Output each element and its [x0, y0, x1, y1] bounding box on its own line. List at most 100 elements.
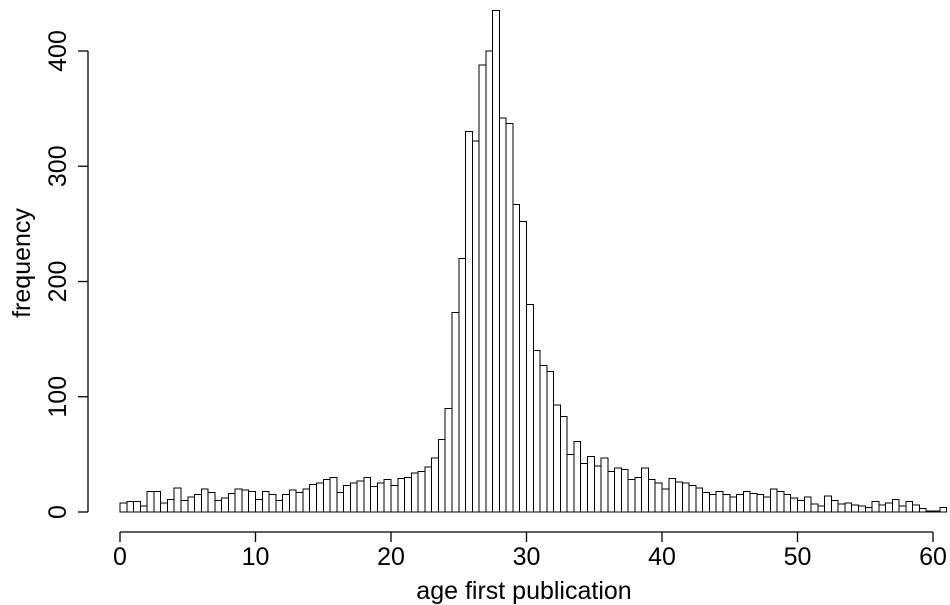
histogram-bar — [214, 499, 223, 513]
histogram-bar — [261, 490, 270, 513]
histogram-bar — [620, 468, 629, 513]
histogram-bar — [465, 131, 473, 513]
histogram-bar — [119, 502, 128, 513]
histogram-bar — [844, 502, 853, 513]
histogram-bar — [194, 494, 202, 513]
histogram-bar — [336, 491, 345, 513]
histogram-bar — [498, 117, 507, 513]
x-tick-label: 60 — [919, 543, 947, 571]
histogram-bar — [769, 488, 778, 513]
histogram-bar — [675, 481, 683, 513]
histogram-bar — [255, 498, 263, 513]
histogram-bar — [288, 489, 297, 513]
x-tick-label: 30 — [513, 543, 541, 571]
histogram-bar — [939, 506, 948, 513]
histogram-bar — [302, 488, 311, 513]
histogram-bar — [200, 488, 209, 513]
y-tick-label: 200 — [44, 261, 72, 303]
histogram-bar — [376, 482, 385, 513]
histogram-bar — [891, 498, 900, 513]
histogram-bar — [871, 501, 880, 513]
histogram-bar — [559, 415, 568, 513]
histogram-bar — [166, 498, 175, 513]
histogram-bar — [282, 494, 290, 513]
histogram-bar — [146, 490, 155, 513]
histogram-bar — [478, 64, 487, 513]
histogram-bar — [654, 482, 663, 513]
histogram-bar — [593, 465, 602, 513]
histogram-bar — [370, 486, 378, 513]
histogram-bar — [153, 490, 162, 513]
histogram-bar — [736, 494, 744, 513]
histogram-bar — [647, 479, 656, 513]
histogram-bar — [566, 453, 575, 513]
x-tick-label: 0 — [113, 543, 127, 571]
histogram-bar — [776, 490, 785, 513]
histogram-bar — [349, 482, 358, 513]
histogram-bar — [126, 501, 135, 513]
histogram-bar — [634, 476, 643, 513]
histogram-bar — [817, 505, 826, 513]
histogram-bar — [187, 496, 196, 513]
histogram-bar — [715, 490, 724, 513]
histogram-bar — [404, 476, 412, 513]
histogram-bar — [437, 438, 446, 513]
histogram-bar — [139, 505, 148, 513]
histogram-bar — [857, 505, 866, 513]
histogram-bar — [729, 496, 738, 513]
histogram-bar — [661, 488, 670, 513]
histogram-bar — [627, 479, 636, 513]
histogram-bar — [173, 487, 182, 513]
histogram-bar — [295, 491, 304, 513]
histogram-bar — [586, 456, 595, 513]
histogram-bar — [790, 497, 799, 513]
histogram-bar — [580, 463, 588, 513]
x-tick-label: 20 — [377, 543, 405, 571]
y-tick-label: 0 — [44, 505, 72, 519]
histogram-bar — [614, 467, 622, 513]
histogram-bar — [783, 494, 792, 513]
histogram-bar — [797, 499, 805, 513]
histogram-bar — [417, 471, 426, 513]
histogram-bar — [275, 499, 284, 513]
histogram-bar — [722, 494, 731, 513]
histogram-bar — [925, 510, 934, 513]
histogram-bar — [905, 501, 914, 513]
histogram-bar — [431, 457, 439, 513]
y-axis: 0 100 200 300 400 — [44, 30, 89, 519]
histogram-bar — [505, 123, 514, 513]
histogram-bar — [383, 479, 392, 513]
histogram-bar — [207, 491, 216, 513]
histogram-bar — [708, 494, 717, 513]
histogram-bar — [641, 467, 649, 513]
histogram-bar — [607, 471, 616, 513]
histogram-bar — [864, 506, 873, 513]
y-tick-label: 100 — [44, 376, 72, 418]
histogram-bar — [539, 365, 548, 513]
y-tick-label: 400 — [44, 30, 72, 72]
histogram-bar — [160, 502, 168, 513]
histogram-bar — [810, 503, 819, 513]
histogram-bars — [119, 10, 948, 513]
histogram-bar — [837, 503, 846, 513]
histogram-bar — [695, 487, 704, 513]
histogram-bar — [268, 494, 277, 513]
y-axis-label: frequency — [8, 208, 36, 318]
histogram-bar — [322, 479, 331, 513]
histogram-bar — [526, 304, 534, 513]
histogram-bar — [221, 497, 229, 513]
x-axis-label: age first publication — [416, 577, 631, 605]
histogram-bar — [702, 491, 710, 513]
histogram-bar — [390, 484, 399, 513]
histogram-bar — [315, 482, 324, 513]
histogram-bar — [763, 496, 771, 513]
histogram-bar — [553, 404, 561, 513]
histogram-bar — [309, 483, 317, 513]
histogram-bar — [458, 257, 467, 513]
histogram-bar — [424, 466, 433, 513]
x-tick-label: 40 — [648, 543, 676, 571]
histogram-bar — [885, 502, 893, 513]
histogram-bar — [688, 484, 697, 513]
histogram-bar — [329, 476, 338, 513]
